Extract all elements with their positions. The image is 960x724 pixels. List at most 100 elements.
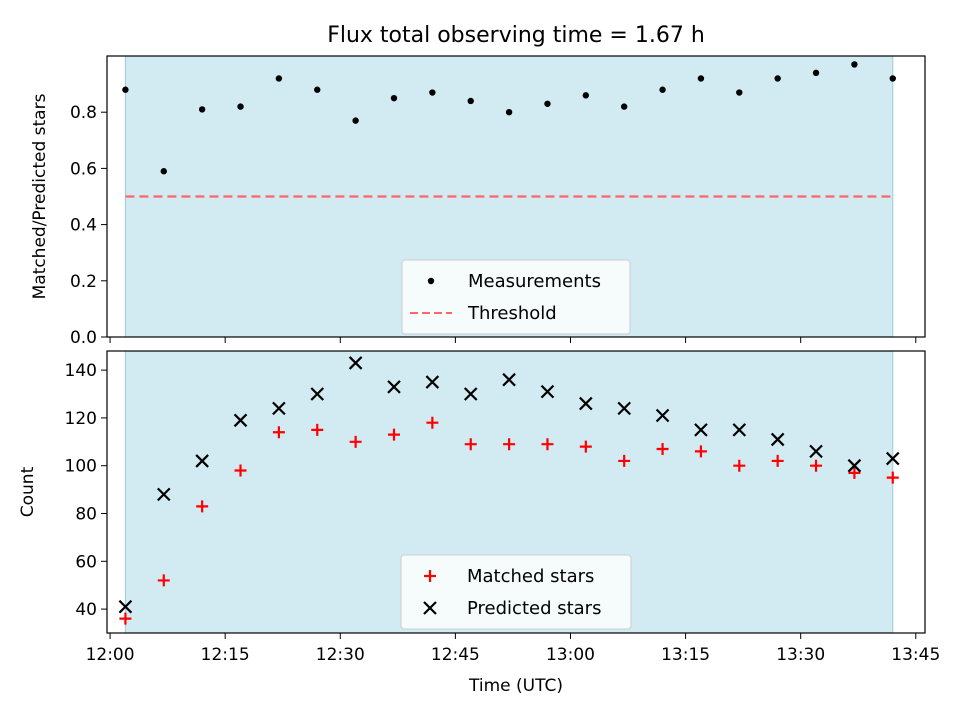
measurement-point: [774, 75, 781, 82]
measurement-point: [851, 61, 858, 68]
measurement-point: [352, 117, 359, 124]
y-tick-label: 100: [65, 457, 97, 477]
legend-box: [401, 259, 631, 335]
legend-label: Threshold: [467, 303, 557, 324]
figure-title: Flux total observing time = 1.67 h: [327, 23, 705, 48]
matched-star-point: [311, 423, 324, 436]
predicted-star-point: [694, 423, 708, 437]
predicted-star-point: [157, 487, 171, 502]
legend-label: Matched stars: [467, 566, 594, 587]
predicted-star-point: [387, 380, 401, 394]
matched-star-point: [656, 442, 669, 455]
predicted-star-point: [540, 384, 555, 399]
predicted-star-point: [195, 454, 209, 468]
x-tick-label: 13:15: [661, 645, 710, 665]
legend-label: Predicted stars: [467, 598, 601, 619]
x-tick-label: 12:00: [86, 645, 135, 665]
matched-star-point: [119, 612, 132, 625]
y-tick-label: 80: [75, 505, 97, 525]
x-tick-label: 13:30: [776, 645, 825, 665]
predicted-star-point: [348, 356, 363, 370]
matched-star-point: [387, 428, 400, 441]
matched-star-point: [426, 416, 439, 429]
x-tick-label: 12:15: [201, 645, 250, 665]
matched-star-point: [272, 426, 285, 439]
predicted-star-point: [118, 599, 133, 614]
matched-star-point: [196, 500, 209, 513]
predicted-star-point: [310, 387, 325, 401]
matched-star-point: [733, 459, 746, 472]
matched-star-point: [503, 438, 516, 451]
y-tick-label: 0.6: [70, 159, 97, 179]
measurement-point: [544, 100, 551, 107]
matched-star-point: [810, 459, 823, 472]
measurement-point: [429, 89, 436, 96]
y-tick-label: 0.4: [70, 216, 97, 236]
legend-marker: [423, 601, 437, 615]
measurement-point: [697, 75, 705, 82]
legend-label: Measurements: [468, 271, 601, 292]
x-axis-label: Time (UTC): [468, 676, 563, 696]
x-tick-label: 13:00: [546, 645, 595, 665]
matched-star-point: [157, 574, 170, 587]
legend-marker: [424, 570, 436, 582]
y-tick-label: 0.2: [70, 272, 97, 292]
top-panel: 0.0 0.2 0.4 0.6 0.8 Matched/Predicted stars Me…: [30, 55, 926, 348]
y-tick-label: 40: [75, 600, 97, 620]
predicted-star-point: [425, 375, 440, 389]
measurement-point: [198, 106, 206, 113]
matched-star-point: [464, 438, 477, 451]
matched-star-point: [349, 435, 362, 448]
y-tick-label: 140: [65, 361, 97, 381]
predicted-star-point: [617, 401, 631, 416]
measurement-point: [659, 86, 666, 93]
legend-box: [400, 554, 632, 630]
bottom-panel: 40 60 80 100 120 140 12:00 12:15 12:30 12:45 13:00…: [18, 350, 940, 696]
measurement-point: [275, 75, 283, 82]
predicted-star-point: [655, 408, 670, 423]
x-tick-label: 13:45: [891, 645, 940, 665]
predicted-star-point: [233, 413, 248, 428]
measurement-point: [582, 92, 590, 99]
measurement-point: [122, 86, 129, 93]
predicted-star-point: [272, 401, 286, 416]
predicted-star-point: [770, 432, 785, 447]
measurement-point: [467, 97, 474, 105]
y-axis-label: Matched/Predicted stars: [30, 93, 50, 299]
measurement-point: [160, 168, 167, 175]
predicted-star-point: [847, 458, 862, 473]
predicted-star-point: [463, 387, 478, 401]
predicted-star-point: [885, 451, 900, 466]
matched-star-point: [579, 440, 592, 453]
y-tick-label: 0.8: [70, 103, 97, 123]
matched-star-point: [694, 445, 707, 458]
measurement-point: [314, 86, 321, 93]
matched-star-point: [886, 471, 899, 484]
measurement-point: [736, 89, 743, 96]
top-axes-frame: [106, 55, 926, 338]
measurement-point: [390, 94, 398, 102]
y-axis-label: Count: [18, 466, 38, 517]
x-tick-label: 12:45: [431, 645, 480, 665]
y-tick-label: 120: [65, 409, 97, 429]
legend-marker: [427, 277, 435, 285]
measurement-point: [889, 75, 896, 82]
measurement-point: [620, 103, 628, 110]
matched-star-point: [234, 464, 247, 477]
predicted-star-point: [579, 396, 593, 411]
measurement-point: [237, 103, 244, 110]
bottom-axes-frame: [106, 350, 926, 634]
predicted-star-point: [809, 444, 823, 459]
predicted-star-point: [732, 423, 747, 437]
matched-star-point: [618, 454, 631, 467]
matched-star-point: [771, 454, 784, 467]
y-tick-label: 0.0: [70, 328, 97, 348]
measurement-point: [812, 69, 820, 77]
x-tick-label: 12:30: [316, 645, 365, 665]
predicted-star-point: [502, 372, 516, 387]
matched-star-point: [541, 438, 554, 451]
matched-star-point: [848, 466, 861, 479]
measurement-point: [505, 109, 513, 116]
y-tick-label: 60: [75, 552, 97, 572]
